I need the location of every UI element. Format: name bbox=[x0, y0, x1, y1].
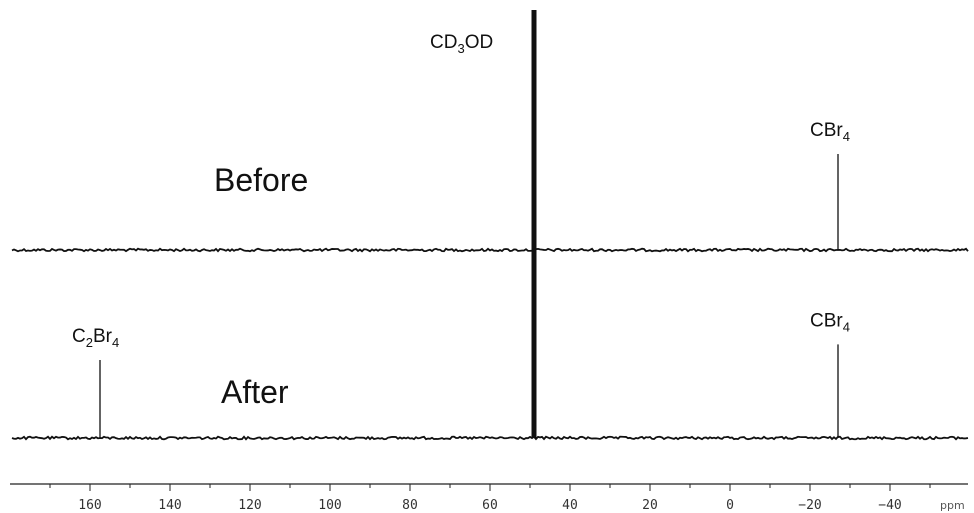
trace-label-after: After bbox=[221, 374, 289, 410]
peak-label-after-0: C2Br4 bbox=[72, 326, 119, 350]
spectrum-traces bbox=[11, 10, 969, 441]
tick-label-10: −40 bbox=[878, 498, 901, 513]
peak-label-before-1: CBr4 bbox=[810, 120, 850, 144]
peak-label-after-2: CBr4 bbox=[810, 310, 850, 334]
trace-label-before: Before bbox=[214, 162, 308, 198]
x-axis: 160 140 120 100 80 60 40 20 0 −20 −40 ppm bbox=[10, 483, 968, 513]
x-axis-unit-label: ppm bbox=[940, 499, 965, 512]
tick-label-7: 20 bbox=[642, 498, 658, 513]
tick-label-3: 100 bbox=[318, 498, 341, 513]
x-axis-ticks: 160 140 120 100 80 60 40 20 0 −20 −40 bbox=[49, 484, 931, 513]
baseline-after bbox=[11, 435, 969, 441]
tick-label-4: 80 bbox=[402, 498, 418, 513]
baseline-before bbox=[11, 247, 969, 253]
tick-label-6: 40 bbox=[562, 498, 578, 513]
peak-labels: CD3OD CBr4 C2Br4 CBr4 bbox=[72, 32, 850, 350]
tick-label-0: 160 bbox=[78, 498, 101, 513]
tick-label-2: 120 bbox=[238, 498, 261, 513]
tick-label-5: 60 bbox=[482, 498, 498, 513]
peak-label-before-0: CD3OD bbox=[430, 32, 493, 56]
tick-label-9: −20 bbox=[798, 498, 821, 513]
tick-label-1: 140 bbox=[158, 498, 181, 513]
tick-label-8: 0 bbox=[726, 498, 734, 513]
